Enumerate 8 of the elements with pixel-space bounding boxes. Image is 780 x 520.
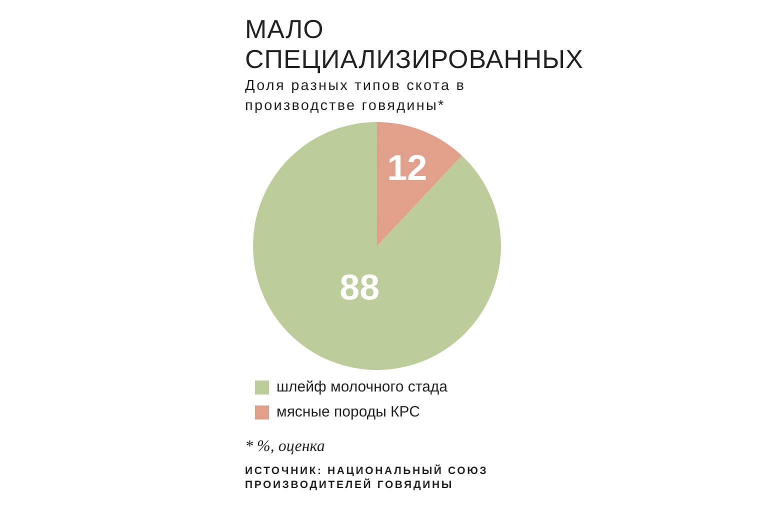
data-label: 88: [340, 266, 380, 308]
chart-title: МАЛО СПЕЦИАЛИЗИРОВАННЫХ: [245, 14, 584, 74]
chart-subtitle: Доля разных типов скота в производстве говядины*: [245, 77, 467, 116]
text: * %, оценка: [245, 438, 326, 456]
data-label: 12: [387, 146, 428, 188]
legend-label: шлейф молочного стада: [276, 378, 448, 396]
text: ИСТОЧНИК: НАЦИОНАЛЬНЫЙ СОЮЗ ПРОИЗВОДИТЕЛЕЙ ГОВЯДИНЫ: [245, 464, 490, 492]
legend-label: мясные породы КРС: [276, 404, 420, 421]
